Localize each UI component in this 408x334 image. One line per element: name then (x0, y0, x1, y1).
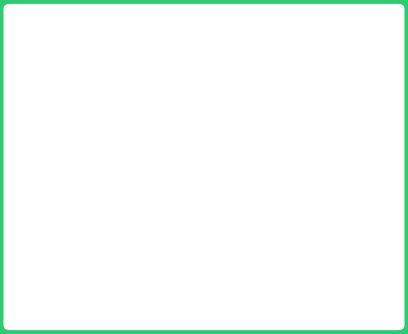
Text: Relationship: Relationship (288, 267, 365, 277)
Text: Partial: Partial (208, 267, 249, 277)
Text: m: m (279, 146, 290, 159)
Text: Course: Course (302, 159, 350, 172)
FancyBboxPatch shape (40, 291, 91, 315)
Text: Entity: Entity (47, 267, 84, 277)
Text: Relationship: Relationship (170, 160, 238, 170)
Text: n: n (122, 146, 129, 159)
FancyBboxPatch shape (41, 150, 122, 181)
Text: Student: Student (54, 159, 109, 172)
Text: Total and Partial
Relationship: Total and Partial Relationship (88, 28, 320, 79)
Text: Total: Total (132, 267, 162, 277)
FancyBboxPatch shape (290, 150, 363, 181)
